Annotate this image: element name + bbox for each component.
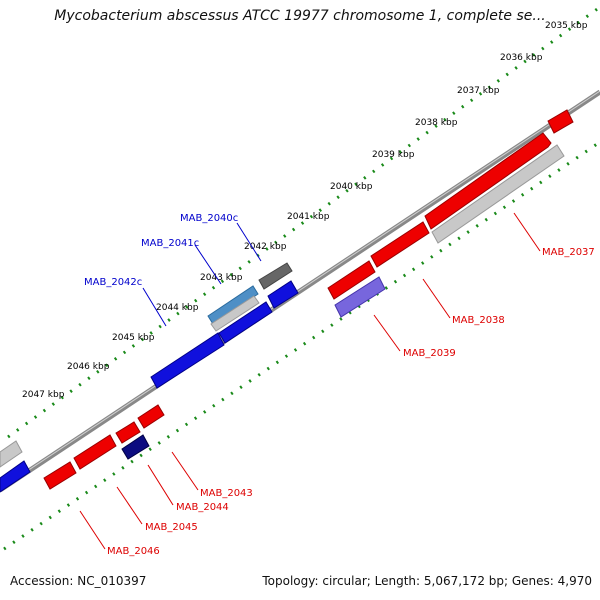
gene-MAB_2044-feature[interactable] (115, 421, 141, 444)
kbp-labels: 2035 kbp 2036 kbp 2037 kbp 2038 kbp 2039… (22, 21, 588, 400)
gene-MAB_2045-feature[interactable] (73, 434, 117, 470)
kbp-label: 2043 kbp (200, 273, 243, 283)
gene-label[interactable]: MAB_2045 (145, 522, 198, 533)
kbp-label: 2044 kbp (156, 303, 199, 313)
gene-MAB_2042c-feature[interactable] (150, 332, 225, 389)
gene-MAB_2042c-feature[interactable] (267, 280, 299, 309)
gene-MAB_2041c-feature[interactable] (207, 285, 259, 325)
reverse-strand-genes (0, 262, 299, 493)
kbp-label: 2040 kbp (330, 182, 373, 192)
gene-MAB_2037-feature[interactable] (431, 144, 565, 244)
gene-MAB_2038-feature[interactable] (370, 221, 430, 268)
outer-tick-track (7, 5, 600, 439)
gene-MAB_2044-feature[interactable] (121, 434, 150, 460)
gene-label[interactable]: MAB_2038 (452, 315, 505, 326)
gene-leader-lines (79, 212, 541, 550)
accession-text: Accession: NC_010397 (10, 574, 147, 588)
gene-label[interactable]: MAB_2037 (542, 247, 595, 258)
kbp-label: 2039 kbp (372, 150, 415, 160)
forward-strand-genes (43, 109, 574, 490)
gene-MAB_2037-feature[interactable] (424, 132, 552, 230)
gene-MAB_2046-feature[interactable] (43, 461, 77, 490)
gene-label[interactable]: MAB_2041c (141, 238, 199, 249)
gene-label[interactable]: MAB_2043 (200, 488, 253, 499)
kbp-label: 2046 kbp (67, 362, 110, 372)
inner-tick-track (3, 140, 600, 551)
gene-label[interactable]: MAB_2046 (107, 546, 160, 557)
kbp-label: 2041 kbp (287, 212, 330, 222)
gene-label[interactable]: MAB_2044 (176, 502, 229, 513)
chromosome-backbone (0, 89, 600, 493)
kbp-label: 2036 kbp (500, 53, 543, 63)
gene-feature-red[interactable] (547, 109, 574, 134)
gene-feature-left-blue[interactable] (0, 460, 31, 493)
kbp-label: 2037 kbp (457, 86, 500, 96)
gene-label[interactable]: MAB_2042c (84, 277, 142, 288)
gene-MAB_2040c-feature[interactable] (258, 262, 293, 290)
kbp-label: 2038 kbp (415, 118, 458, 128)
kbp-label: 2035 kbp (545, 21, 588, 31)
gene-label[interactable]: MAB_2039 (403, 348, 456, 359)
gene-MAB_2043-feature[interactable] (137, 404, 165, 429)
gene-MAB_2041c-feature[interactable] (210, 295, 260, 332)
kbp-label: 2047 kbp (22, 390, 65, 400)
gene-label[interactable]: MAB_2040c (180, 213, 238, 224)
gene-feature-left-grey[interactable] (0, 440, 23, 468)
map-title: Mycobacterium abscessus ATCC 19977 chrom… (54, 8, 546, 24)
kbp-label: 2045 kbp (112, 333, 155, 343)
gene-MAB_2042c-feature[interactable] (218, 301, 273, 344)
gene-labels: MAB_2040c MAB_2041c MAB_2042c MAB_2037 M… (84, 213, 595, 557)
kbp-label: 2042 kbp (244, 242, 287, 252)
gene-MAB_2038-feature[interactable] (327, 260, 376, 300)
gene-MAB_2039-feature[interactable] (334, 276, 386, 318)
genome-info-text: Topology: circular; Length: 5,067,172 bp… (262, 574, 592, 588)
